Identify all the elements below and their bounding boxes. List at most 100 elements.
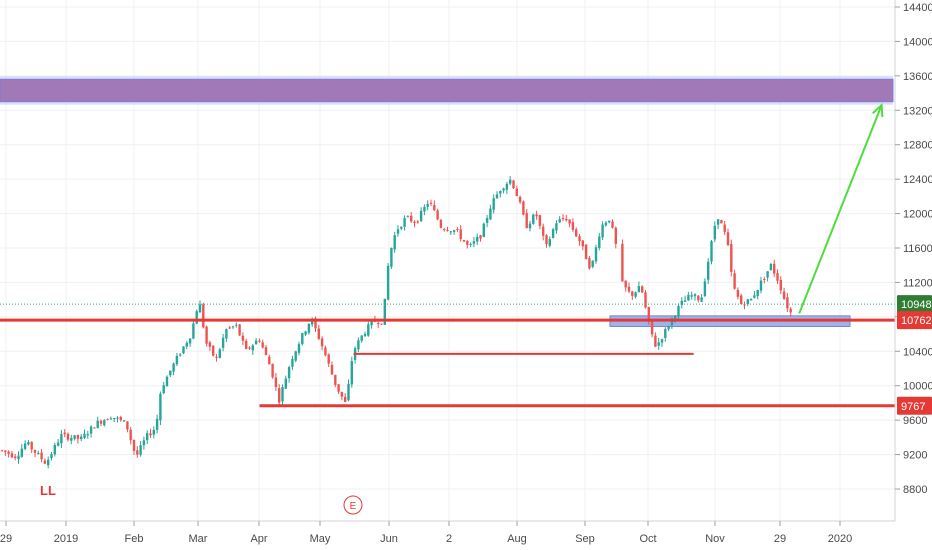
candle-body xyxy=(17,455,20,460)
candle-body xyxy=(73,435,76,439)
candle-body xyxy=(720,220,723,224)
candle-body xyxy=(416,221,419,223)
candle-body xyxy=(466,241,469,245)
candle-body xyxy=(769,263,773,270)
candle-body xyxy=(736,289,740,297)
candle-body xyxy=(7,451,10,454)
x-tick-label: Oct xyxy=(639,533,656,545)
candle-body xyxy=(228,327,231,329)
candle-body xyxy=(657,342,660,346)
candle-body xyxy=(773,263,776,274)
candle-body xyxy=(106,419,109,421)
candle-body xyxy=(56,442,60,446)
candle-body xyxy=(677,306,680,317)
candle-body xyxy=(139,445,142,455)
candle-body xyxy=(575,229,578,237)
candle-body xyxy=(149,433,152,436)
candle-body xyxy=(545,235,548,245)
candle-body xyxy=(667,326,670,330)
candle-body xyxy=(489,208,492,220)
candle-body xyxy=(581,240,584,247)
candle-body xyxy=(733,273,736,289)
candle-body xyxy=(192,323,195,339)
candle-body xyxy=(611,221,614,228)
candle-body xyxy=(301,333,304,345)
candle-body xyxy=(641,286,644,293)
candle-body xyxy=(601,224,604,238)
candle-body xyxy=(449,231,452,233)
x-tick-label: Nov xyxy=(705,533,725,545)
candle-body xyxy=(779,279,782,291)
candle-body xyxy=(291,359,294,367)
candle-body xyxy=(386,265,390,300)
candle-body xyxy=(565,218,568,221)
candle-body xyxy=(43,460,47,464)
arrow-line xyxy=(798,104,883,314)
candle-body xyxy=(20,448,23,457)
candle-body xyxy=(512,180,515,189)
candle-body xyxy=(413,221,416,224)
candle-body xyxy=(756,289,759,297)
candle-body xyxy=(218,349,221,358)
candle-body xyxy=(644,292,647,308)
candle-body xyxy=(749,298,753,301)
earnings-marker xyxy=(343,495,363,515)
candle-body xyxy=(707,261,710,280)
candle-body xyxy=(93,427,96,429)
candle-body xyxy=(238,324,241,336)
candle-body xyxy=(89,426,93,434)
x-tick-label: 29 xyxy=(774,533,786,545)
y-tick-label: 13200 xyxy=(903,105,932,117)
candle-body xyxy=(383,298,386,325)
candle-body xyxy=(159,393,162,421)
candle-body xyxy=(608,220,611,223)
candle-body xyxy=(499,191,502,194)
candle-body xyxy=(132,440,136,451)
candle-body xyxy=(634,292,637,297)
candle-body xyxy=(202,304,205,328)
candle-body xyxy=(753,295,756,298)
candle-body xyxy=(509,179,512,184)
candle-body xyxy=(789,308,792,313)
candle-body xyxy=(439,220,443,228)
candle-body xyxy=(284,378,287,389)
candle-body xyxy=(723,224,726,232)
candle-body xyxy=(4,450,7,452)
price-tag-label: 9767 xyxy=(901,401,925,413)
earnings-label: E xyxy=(350,501,357,512)
candle-body xyxy=(786,297,789,309)
candle-body xyxy=(776,273,779,281)
candle-body xyxy=(208,342,212,347)
candle-body xyxy=(334,374,337,386)
candle-body xyxy=(241,335,245,341)
candle-body xyxy=(23,443,27,449)
candle-body xyxy=(103,420,106,426)
candle-body xyxy=(281,387,284,402)
price-tag xyxy=(897,311,932,330)
arrow-head xyxy=(872,102,884,118)
candle-body xyxy=(621,243,624,282)
candle-body xyxy=(50,454,53,459)
candle-body xyxy=(436,210,439,220)
candle-body xyxy=(258,340,261,342)
x-tick-label: Sep xyxy=(575,533,595,545)
y-tick-label: 12000 xyxy=(903,209,932,221)
candle-body xyxy=(683,300,687,302)
candle-body xyxy=(198,304,202,313)
candle-body xyxy=(726,232,730,245)
candle-body xyxy=(505,183,509,190)
candle-body xyxy=(548,239,551,246)
candle-body xyxy=(212,345,215,356)
candle-body xyxy=(76,434,80,439)
candle-body xyxy=(400,226,403,229)
candle-body xyxy=(231,326,235,328)
candle-body xyxy=(215,356,218,358)
candle-body xyxy=(782,291,786,299)
candle-body xyxy=(337,384,340,392)
candle-body xyxy=(304,331,307,335)
x-tick-label: Mar xyxy=(189,533,208,545)
price-tag xyxy=(897,396,932,415)
candle-body xyxy=(350,361,353,385)
candle-body xyxy=(647,307,650,322)
